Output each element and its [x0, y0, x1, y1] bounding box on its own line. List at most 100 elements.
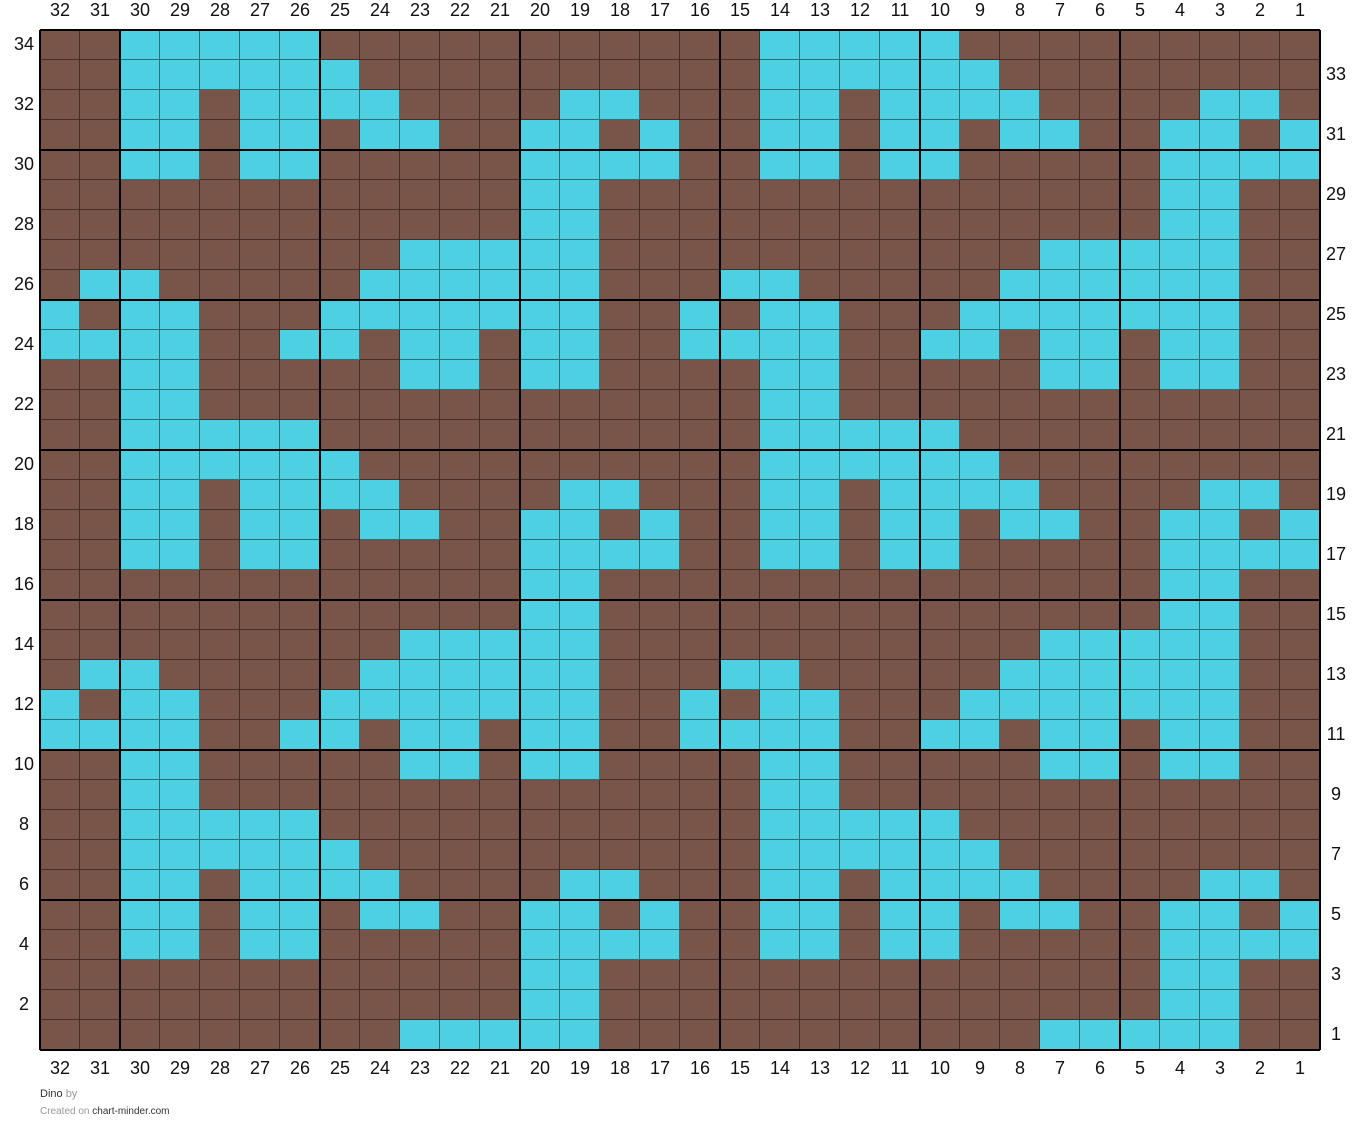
cell-r14-c12: [840, 630, 880, 660]
cell-r9-c8: [1000, 780, 1040, 810]
column-label: 25: [329, 0, 351, 20]
cell-r19-c27: [240, 480, 280, 510]
cell-r6-c7: [1040, 870, 1080, 900]
cell-r2-c6: [1080, 990, 1120, 1020]
cell-r18-c23: [400, 510, 440, 540]
cell-r17-c19: [560, 540, 600, 570]
cell-r24-c4: [1160, 330, 1200, 360]
cell-r18-c18: [600, 510, 640, 540]
cell-r25-c16: [680, 300, 720, 330]
cell-r10-c32: [40, 750, 80, 780]
cell-r33-c29: [160, 60, 200, 90]
cell-r21-c4: [1160, 420, 1200, 450]
column-label: 19: [569, 0, 591, 20]
cell-r22-c9: [960, 390, 1000, 420]
cell-r6-c15: [720, 870, 760, 900]
row-label: 19: [1325, 484, 1347, 504]
cell-r18-c28: [200, 510, 240, 540]
cell-r22-c17: [640, 390, 680, 420]
column-label: 10: [929, 0, 951, 20]
cell-r24-c9: [960, 330, 1000, 360]
cell-r3-c18: [600, 960, 640, 990]
cell-r9-c12: [840, 780, 880, 810]
cell-r3-c32: [40, 960, 80, 990]
cell-r19-c22: [440, 480, 480, 510]
cell-r29-c7: [1040, 180, 1080, 210]
column-label: 6: [1094, 1058, 1105, 1078]
cell-r15-c4: [1160, 600, 1200, 630]
cell-r31-c30: [120, 120, 160, 150]
column-label: 10: [929, 1058, 951, 1078]
cell-r21-c3: [1200, 420, 1240, 450]
cell-r5-c1: [1280, 900, 1320, 930]
cell-r5-c11: [880, 900, 920, 930]
cell-r31-c29: [160, 120, 200, 150]
cell-r14-c22: [440, 630, 480, 660]
cell-r24-c23: [400, 330, 440, 360]
cell-r24-c25: [320, 330, 360, 360]
column-label: 1: [1294, 0, 1305, 20]
cell-r13-c8: [1000, 660, 1040, 690]
cell-r9-c4: [1160, 780, 1200, 810]
cell-r28-c27: [240, 210, 280, 240]
cell-r16-c24: [360, 570, 400, 600]
cell-r19-c4: [1160, 480, 1200, 510]
column-label: 28: [209, 1058, 231, 1078]
cell-r32-c23: [400, 90, 440, 120]
cell-r23-c15: [720, 360, 760, 390]
cell-r26-c1: [1280, 270, 1320, 300]
cell-r19-c14: [760, 480, 800, 510]
cell-r16-c17: [640, 570, 680, 600]
cell-r12-c10: [920, 690, 960, 720]
by-text: by: [65, 1088, 78, 1100]
cell-r8-c8: [1000, 810, 1040, 840]
cell-r28-c19: [560, 210, 600, 240]
cell-r12-c22: [440, 690, 480, 720]
cell-r17-c2: [1240, 540, 1280, 570]
cell-r14-c16: [680, 630, 720, 660]
cell-r11-c24: [360, 720, 400, 750]
cell-r27-c17: [640, 240, 680, 270]
cell-r8-c9: [960, 810, 1000, 840]
cell-r33-c11: [880, 60, 920, 90]
cell-r27-c11: [880, 240, 920, 270]
cell-r3-c12: [840, 960, 880, 990]
column-label: 11: [890, 1058, 910, 1078]
cell-r26-c6: [1080, 270, 1120, 300]
cell-r12-c16: [680, 690, 720, 720]
site-link[interactable]: chart-minder.com: [92, 1106, 170, 1117]
cell-r25-c28: [200, 300, 240, 330]
cell-r11-c28: [200, 720, 240, 750]
cell-r19-c21: [480, 480, 520, 510]
cell-r9-c28: [200, 780, 240, 810]
cell-r29-c2: [1240, 180, 1280, 210]
cell-r18-c4: [1160, 510, 1200, 540]
column-label: 17: [649, 0, 671, 20]
cell-r12-c20: [520, 690, 560, 720]
cell-r6-c19: [560, 870, 600, 900]
cell-r4-c13: [800, 930, 840, 960]
cell-r27-c21: [480, 240, 520, 270]
row-label: 22: [13, 394, 35, 414]
cell-r10-c19: [560, 750, 600, 780]
cell-r10-c10: [920, 750, 960, 780]
cell-r25-c26: [280, 300, 320, 330]
cell-r13-c15: [720, 660, 760, 690]
cell-r6-c28: [200, 870, 240, 900]
cell-r3-c1: [1280, 960, 1320, 990]
cell-r29-c21: [480, 180, 520, 210]
cell-r1-c5: [1120, 1020, 1160, 1050]
cell-r3-c7: [1040, 960, 1080, 990]
cell-r30-c22: [440, 150, 480, 180]
cell-r20-c5: [1120, 450, 1160, 480]
cell-r17-c10: [920, 540, 960, 570]
cell-r21-c18: [600, 420, 640, 450]
cell-r17-c5: [1120, 540, 1160, 570]
cell-r18-c16: [680, 510, 720, 540]
cell-r13-c19: [560, 660, 600, 690]
cell-r10-c4: [1160, 750, 1200, 780]
cell-r25-c6: [1080, 300, 1120, 330]
cell-r16-c7: [1040, 570, 1080, 600]
cell-r32-c14: [760, 90, 800, 120]
cell-r5-c24: [360, 900, 400, 930]
